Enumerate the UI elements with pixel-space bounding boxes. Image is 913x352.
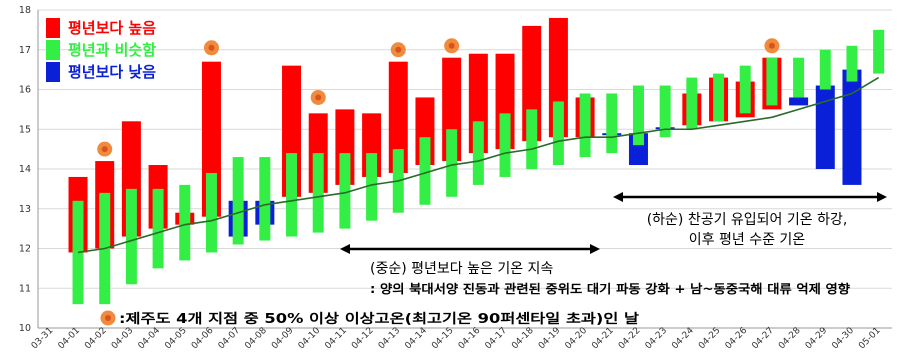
- x-tick-label: 04-21: [590, 326, 616, 348]
- bar-low: [815, 85, 835, 169]
- heat-marker-center: [208, 44, 215, 51]
- bar-normal-range: [499, 113, 511, 177]
- bar-normal-range: [793, 57, 805, 98]
- x-tick-label: 04-20: [564, 326, 590, 348]
- x-tick-label: 04-09: [270, 326, 296, 348]
- bar-normal-range: [152, 188, 164, 269]
- x-tick-label: 04-19: [537, 326, 563, 348]
- bar-normal-range: [686, 77, 698, 130]
- x-tick-label: 04-17: [483, 326, 509, 348]
- bar-normal-range: [366, 153, 378, 221]
- bar-normal-range: [446, 129, 458, 197]
- x-tick-label: 04-18: [510, 326, 536, 348]
- x-tick-label: 04-26: [724, 326, 750, 348]
- x-tick-label: 04-04: [137, 326, 163, 348]
- normal-temperature-line: [77, 76, 880, 254]
- x-tick-label: 04-03: [110, 326, 136, 348]
- marker-note: :제주도 4개 지점 중 50% 이상 이상고온(최고기온 90퍼센타일 초과)…: [119, 311, 639, 327]
- late-period-arrow-head: [613, 192, 623, 202]
- x-tick-label: 04-28: [777, 326, 803, 348]
- bar-normal-range: [659, 85, 671, 138]
- bar-high: [388, 61, 408, 173]
- bar-normal-range: [873, 29, 885, 74]
- bar-normal-range: [739, 65, 751, 114]
- heat-marker-center: [448, 42, 455, 49]
- x-tick-label: 05-01: [857, 326, 883, 348]
- x-tick-label: 04-25: [697, 326, 723, 348]
- y-tick-label: 12: [19, 244, 31, 255]
- x-tick-label: 04-22: [617, 326, 643, 348]
- x-tick-label: 04-29: [804, 326, 830, 348]
- heat-marker-center: [101, 146, 108, 153]
- heat-marker-center: [395, 46, 402, 53]
- bar-normal-range: [205, 172, 217, 253]
- x-tick-label: 04-10: [297, 326, 323, 348]
- x-tick-label: 04-07: [217, 326, 243, 348]
- bar-normal-range: [312, 153, 324, 233]
- x-tick-label: 04-16: [457, 326, 483, 348]
- y-tick-label: 18: [19, 5, 31, 16]
- bar-normal-range: [579, 93, 591, 158]
- bar-normal-range: [846, 45, 858, 82]
- mid-period-detail: : 양의 북대서양 진동과 관련된 중위도 대기 파동 강화 + 남~동중국해 …: [370, 281, 850, 296]
- x-tick-label: 04-14: [403, 326, 429, 348]
- x-tick-label: 04-27: [750, 326, 776, 348]
- y-tick-label: 15: [19, 124, 31, 135]
- bar-normal-range: [125, 188, 137, 285]
- legend-swatch: [46, 18, 60, 38]
- bar-normal-range: [232, 157, 244, 245]
- x-tick-label: 04-23: [644, 326, 670, 348]
- bar-low: [789, 97, 809, 106]
- mid-period-arrow-head: [340, 244, 350, 254]
- x-tick-label: 04-06: [190, 326, 216, 348]
- x-tick-label: 04-15: [430, 326, 456, 348]
- bar-normal-range: [632, 85, 644, 146]
- x-tick-label: 04-08: [243, 326, 269, 348]
- y-tick-label: 16: [19, 85, 31, 96]
- bar-normal-range: [606, 93, 618, 154]
- mid-period-arrow-head: [590, 244, 600, 254]
- y-tick-label: 10: [19, 323, 31, 334]
- legend-swatch: [46, 62, 60, 82]
- x-tick-label: 04-30: [830, 326, 856, 348]
- heat-marker-center: [315, 94, 322, 101]
- marker-legend-icon-center: [105, 315, 111, 321]
- y-tick-label: 11: [19, 283, 31, 294]
- late-period-annotation-2: 이후 평년 수준 기온: [689, 232, 806, 248]
- bar-normal-range: [259, 157, 271, 241]
- heat-marker-center: [768, 42, 775, 49]
- legend-swatch: [46, 40, 60, 60]
- legend-label: 평년보다 낮음: [68, 63, 156, 81]
- legend-label: 평년과 비슷함: [68, 41, 156, 59]
- bar-normal-range: [419, 137, 431, 205]
- bar-normal-range: [552, 101, 564, 166]
- bar-normal-range: [179, 184, 191, 261]
- y-tick-label: 17: [19, 45, 31, 56]
- bar-normal-range: [766, 57, 778, 106]
- late-period-arrow-head: [877, 192, 887, 202]
- late-period-annotation: (하순) 찬공기 유입되어 기온 하강,: [647, 212, 848, 228]
- bar-normal-range: [526, 109, 538, 169]
- y-tick-label: 13: [19, 204, 31, 215]
- x-tick-label: 04-05: [163, 326, 189, 348]
- x-tick-label: 04-13: [377, 326, 403, 348]
- x-tick-label: 04-01: [56, 326, 82, 348]
- x-tick-label: 04-24: [670, 326, 696, 348]
- x-tick-label: 04-12: [350, 326, 376, 348]
- y-tick-label: 14: [19, 164, 31, 175]
- x-tick-label: 03-31: [30, 326, 56, 348]
- bar-normal-range: [713, 73, 725, 122]
- x-tick-label: 04-11: [323, 326, 349, 348]
- bar-normal-range: [339, 153, 351, 229]
- bar-normal-range: [819, 49, 831, 90]
- mid-period-annotation: (중순) 평년보다 높은 기온 지속: [370, 261, 553, 277]
- x-tick-label: 04-02: [83, 326, 109, 348]
- bar-low: [842, 69, 862, 185]
- legend-label: 평년보다 높음: [68, 19, 156, 37]
- bar-normal-range: [286, 153, 298, 237]
- bar-normal-range: [472, 121, 484, 185]
